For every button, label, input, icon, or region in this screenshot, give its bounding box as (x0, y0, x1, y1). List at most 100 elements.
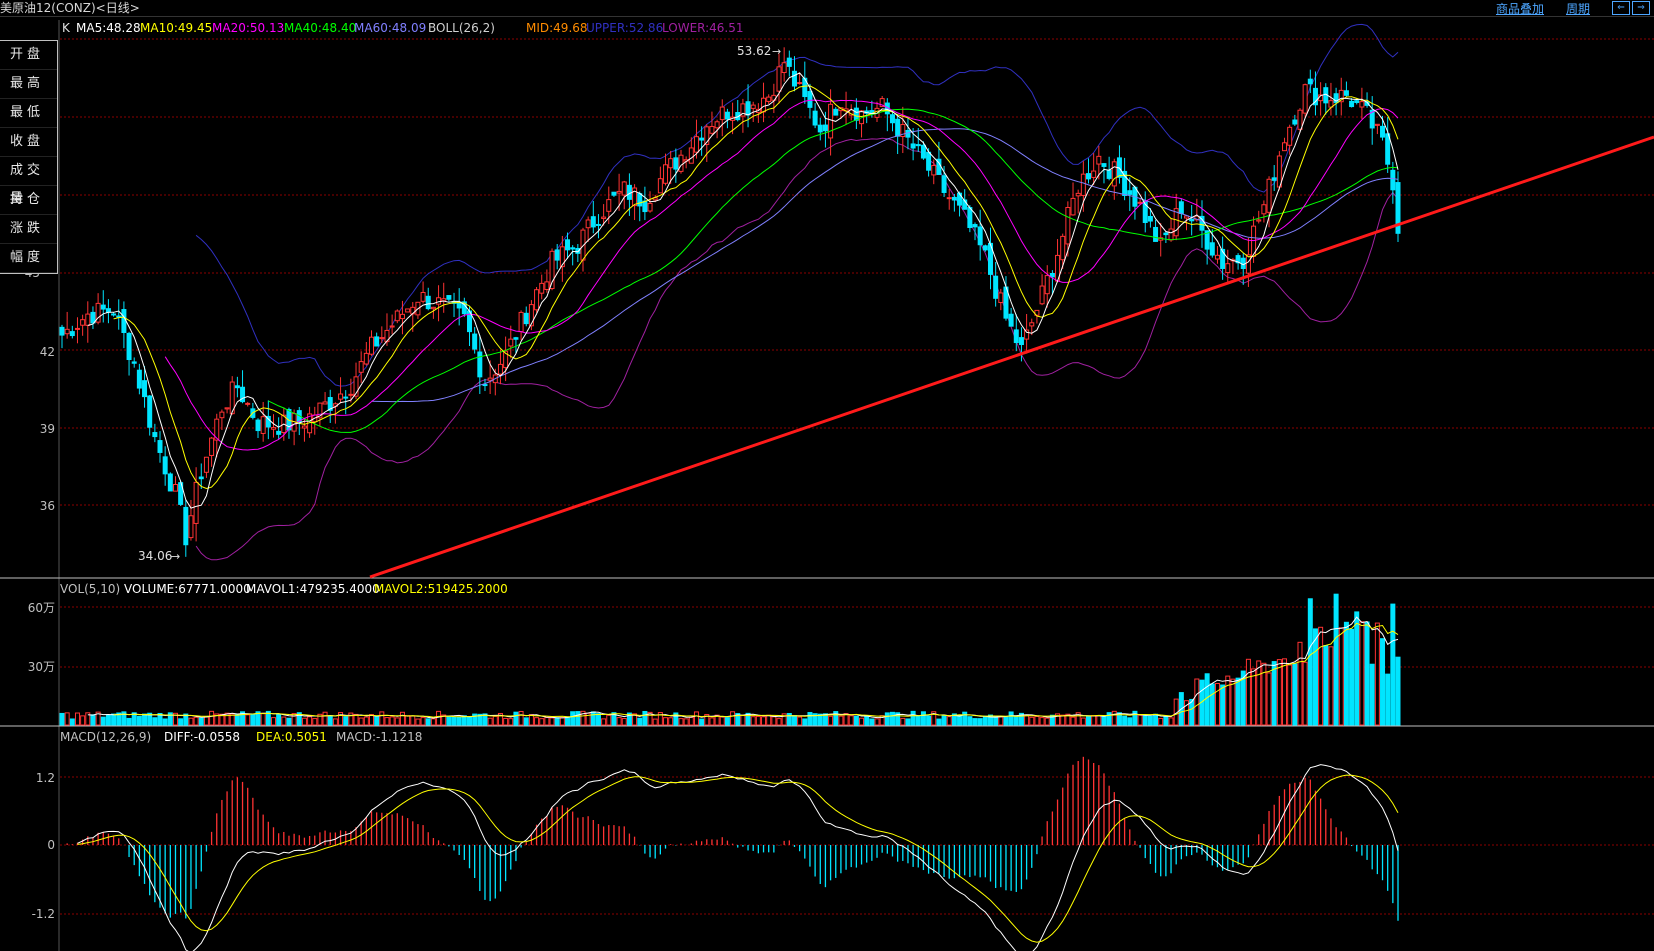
candle-up (172, 484, 178, 492)
candle-up (1338, 89, 1344, 103)
candle-down (791, 70, 797, 87)
candle-up (441, 298, 447, 302)
boll-label: BOLL(26,2) (428, 21, 495, 35)
volume-bar (1251, 668, 1257, 726)
volume-bar (260, 712, 266, 726)
volume-bar (1029, 716, 1035, 726)
candle-down (1390, 169, 1396, 191)
candle-down (926, 151, 932, 171)
candle-down (1349, 100, 1355, 108)
volume-bar (962, 711, 968, 726)
volume-bar (1055, 713, 1061, 726)
candle-up (549, 250, 555, 290)
volume-bar (632, 713, 638, 726)
candle-up (224, 407, 230, 410)
candle-down (1127, 190, 1133, 195)
next-arrow-icon[interactable]: ⇒ (1632, 1, 1650, 15)
volume-bar (327, 715, 333, 726)
volume-bar (1312, 628, 1318, 726)
candle-up (528, 304, 534, 327)
ma20-line (164, 99, 1399, 451)
candle-down (1101, 163, 1107, 167)
candle-up (714, 121, 720, 129)
candle-up (338, 393, 344, 400)
candle-down (157, 440, 163, 453)
candle-down (786, 57, 792, 67)
candle-up (1039, 285, 1045, 305)
volume-bar (477, 713, 483, 726)
volume-bar (833, 711, 839, 726)
macd-header: MACD(12,26,9) (60, 730, 151, 744)
volume-bar (353, 713, 359, 726)
volume-bar (895, 712, 901, 726)
volume-bar (322, 711, 328, 726)
candle-down (1312, 87, 1318, 106)
candle-up (363, 352, 369, 365)
volume-bar (100, 716, 106, 726)
candle-down (105, 308, 111, 313)
candle-up (693, 136, 699, 153)
volume-bar (1034, 715, 1040, 726)
volume-bar (652, 718, 658, 726)
volume-bar (518, 710, 524, 726)
candle-down (941, 175, 947, 193)
candle-down (1364, 101, 1370, 106)
candle-down (59, 326, 65, 336)
candle-down (554, 249, 560, 261)
candle-up (245, 402, 251, 405)
macd-value: MACD:-1.1218 (336, 730, 422, 744)
volume-bar (343, 716, 349, 726)
volume-bar (301, 717, 307, 726)
volume-bar (688, 716, 694, 726)
candle-down (972, 224, 978, 228)
volume-bar (1364, 621, 1370, 726)
candle-up (1302, 84, 1308, 114)
candle-down (817, 124, 823, 133)
candle-up (601, 216, 607, 219)
quote-label: 开盘 (10, 47, 45, 62)
candle-down (1106, 169, 1112, 179)
volume-bar (219, 713, 225, 726)
quote-row: 最高 (0, 70, 57, 99)
candle-up (544, 281, 550, 291)
candle-up (632, 187, 638, 207)
volume-bar (590, 711, 596, 726)
volume-bar (152, 717, 158, 726)
candle-down (637, 193, 643, 207)
trend-line[interactable] (369, 135, 1654, 579)
volume-bar (224, 712, 230, 726)
volume-bar (348, 712, 354, 726)
volume-bar (240, 711, 246, 726)
volume-bar (1194, 678, 1200, 726)
volume-bar (575, 711, 581, 726)
candle-up (1297, 109, 1303, 130)
candle-down (1271, 177, 1277, 181)
candle-down (853, 107, 859, 121)
volume-bar (487, 717, 493, 726)
period-link[interactable]: 周期 (1565, 1, 1590, 16)
volume-bar (663, 717, 669, 726)
candle-up (317, 402, 323, 419)
prev-arrow-icon[interactable]: ⇐ (1612, 1, 1630, 15)
volume-bar (111, 713, 117, 726)
overlay-commodity-link[interactable]: 商品叠加 (1495, 1, 1544, 16)
volume-bar (936, 718, 942, 726)
volume-bar (1075, 712, 1081, 726)
volume-bar (1096, 715, 1102, 726)
volume-bars (59, 593, 1401, 726)
candle-up (1256, 219, 1262, 222)
quote-row: 涨跌 (0, 215, 57, 244)
volume-bar (430, 718, 436, 726)
volume-bar (797, 716, 803, 726)
volume-bar (508, 718, 514, 726)
volume-bar (905, 718, 911, 726)
volume-bar (611, 712, 617, 726)
candle-up (1024, 329, 1030, 340)
candle-up (559, 246, 565, 268)
candle-down (1369, 109, 1375, 129)
volume-bar (802, 718, 808, 726)
volume-bar (1369, 663, 1375, 726)
volume-bar (482, 713, 488, 726)
volume-bar (358, 717, 364, 726)
